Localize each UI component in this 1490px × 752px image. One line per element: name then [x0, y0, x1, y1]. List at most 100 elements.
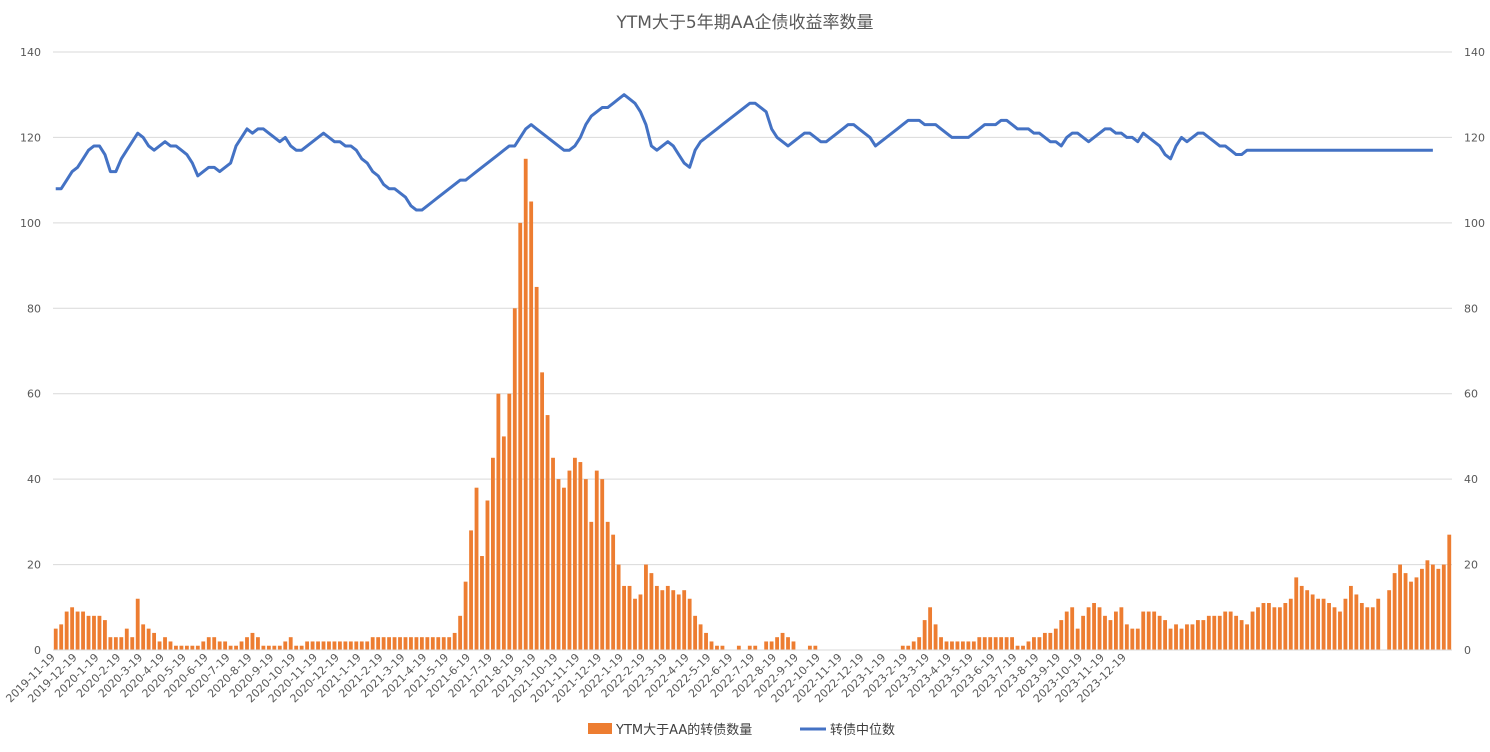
bar — [283, 641, 288, 650]
bar — [179, 645, 184, 650]
bar — [436, 637, 441, 650]
bar — [1430, 564, 1435, 650]
bar — [1179, 628, 1184, 650]
bar — [1168, 628, 1173, 650]
bar — [1321, 598, 1326, 650]
bar — [97, 615, 102, 650]
bar — [512, 308, 517, 650]
bar — [1146, 611, 1151, 650]
bar — [419, 637, 424, 650]
bar — [1195, 620, 1200, 650]
bar — [163, 637, 167, 650]
bar — [398, 637, 402, 650]
bar — [917, 637, 922, 650]
bar — [92, 615, 96, 650]
bar — [409, 637, 413, 650]
bar — [201, 641, 206, 650]
bar — [960, 641, 965, 650]
bar — [753, 645, 758, 650]
bar — [1064, 611, 1069, 650]
bar — [1359, 603, 1364, 650]
bar — [441, 637, 446, 650]
bar — [1245, 624, 1249, 650]
bar — [982, 637, 987, 650]
bar — [1103, 615, 1107, 650]
bar — [1305, 590, 1310, 650]
bar — [359, 641, 364, 650]
bar — [649, 573, 654, 650]
bar — [993, 637, 998, 650]
bar — [103, 620, 107, 650]
bar — [1223, 611, 1228, 650]
bar — [152, 632, 157, 650]
legend-line-label: 转债中位数 — [830, 723, 895, 738]
bar — [1124, 624, 1129, 650]
bar — [1441, 564, 1446, 650]
bar — [458, 615, 463, 650]
bar — [239, 641, 244, 650]
bar — [1256, 607, 1260, 650]
bar — [392, 637, 397, 650]
bar — [638, 594, 643, 650]
y-right-tick-label: 100 — [1464, 217, 1485, 230]
bar — [534, 286, 539, 650]
bar — [627, 585, 632, 650]
bar — [1365, 607, 1370, 650]
bar — [709, 641, 714, 650]
bar — [786, 637, 790, 650]
bar — [1354, 594, 1359, 650]
bar — [605, 521, 610, 650]
bar — [922, 620, 927, 650]
bar — [671, 590, 676, 650]
bar — [376, 637, 381, 650]
bar — [572, 457, 577, 650]
bar — [1081, 615, 1086, 650]
bar — [146, 628, 151, 650]
bar — [195, 645, 200, 650]
bar — [1037, 637, 1042, 650]
bar — [950, 641, 954, 650]
y-right-tick-label: 140 — [1464, 46, 1485, 59]
bar — [906, 645, 911, 650]
y-left-tick-label: 60 — [27, 388, 41, 401]
bar — [168, 641, 173, 650]
bar — [1190, 624, 1195, 650]
bar — [518, 222, 523, 650]
bar — [589, 521, 594, 650]
bar — [1316, 598, 1321, 650]
bar — [190, 645, 195, 650]
bar — [305, 641, 310, 650]
bar — [911, 641, 916, 650]
bar — [1185, 624, 1189, 650]
bar — [1283, 603, 1288, 650]
bar — [611, 534, 616, 650]
bar — [64, 611, 69, 650]
bar — [682, 590, 687, 650]
bar — [485, 500, 490, 650]
bar — [1092, 603, 1096, 650]
bar — [321, 641, 326, 650]
bar — [545, 415, 550, 650]
bar — [1212, 615, 1217, 650]
bar — [939, 637, 943, 650]
bar — [316, 641, 320, 650]
bar — [343, 641, 348, 650]
bar — [474, 487, 479, 650]
bar — [971, 641, 976, 650]
bar — [633, 598, 637, 650]
bar — [977, 637, 982, 650]
line-series-median — [55, 93, 1433, 212]
bar — [234, 645, 238, 650]
bar — [1398, 564, 1402, 650]
bar — [1409, 581, 1413, 650]
bar — [1174, 624, 1178, 650]
bar — [430, 637, 435, 650]
bar — [665, 585, 670, 650]
bar — [272, 645, 277, 650]
bar — [769, 641, 774, 650]
bar — [813, 645, 818, 650]
bar — [387, 637, 392, 650]
bar — [720, 645, 725, 650]
bar — [184, 645, 189, 650]
